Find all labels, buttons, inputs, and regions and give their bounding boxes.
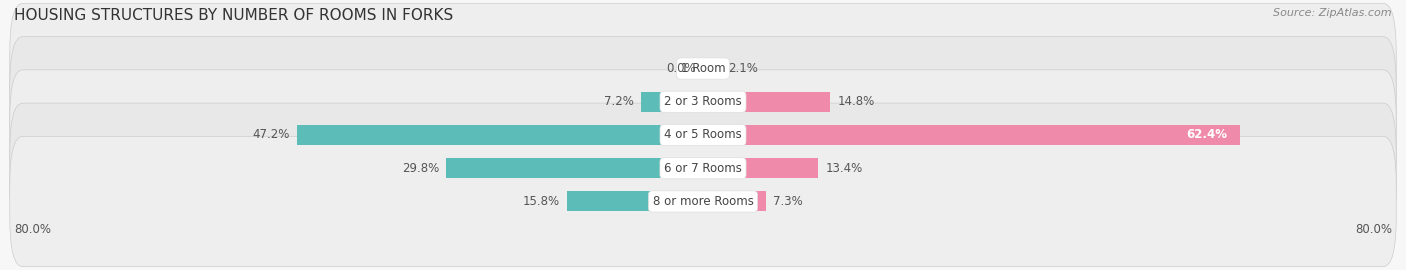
FancyBboxPatch shape	[10, 136, 1396, 266]
Text: 13.4%: 13.4%	[825, 162, 862, 175]
Text: Source: ZipAtlas.com: Source: ZipAtlas.com	[1274, 8, 1392, 18]
Text: 8 or more Rooms: 8 or more Rooms	[652, 195, 754, 208]
Bar	[446, 158, 703, 178]
Bar	[703, 191, 766, 211]
FancyBboxPatch shape	[10, 70, 1396, 200]
Text: 14.8%: 14.8%	[838, 95, 875, 108]
Text: 7.3%: 7.3%	[773, 195, 803, 208]
FancyBboxPatch shape	[10, 4, 1396, 134]
Text: 2.1%: 2.1%	[728, 62, 758, 75]
Text: 15.8%: 15.8%	[523, 195, 560, 208]
Bar	[703, 59, 721, 79]
Bar	[567, 191, 703, 211]
Bar	[703, 92, 831, 112]
Text: 62.4%: 62.4%	[1187, 129, 1227, 141]
Text: 6 or 7 Rooms: 6 or 7 Rooms	[664, 162, 742, 175]
Text: 7.2%: 7.2%	[605, 95, 634, 108]
Text: 0.0%: 0.0%	[666, 62, 696, 75]
Bar	[703, 125, 1240, 145]
Text: 80.0%: 80.0%	[1355, 223, 1392, 236]
Text: HOUSING STRUCTURES BY NUMBER OF ROOMS IN FORKS: HOUSING STRUCTURES BY NUMBER OF ROOMS IN…	[14, 8, 453, 23]
Text: 2 or 3 Rooms: 2 or 3 Rooms	[664, 95, 742, 108]
Bar	[297, 125, 703, 145]
FancyBboxPatch shape	[10, 103, 1396, 233]
Text: 29.8%: 29.8%	[402, 162, 440, 175]
Text: 80.0%: 80.0%	[14, 223, 51, 236]
Text: 4 or 5 Rooms: 4 or 5 Rooms	[664, 129, 742, 141]
Text: 47.2%: 47.2%	[252, 129, 290, 141]
Bar	[703, 158, 818, 178]
FancyBboxPatch shape	[10, 37, 1396, 167]
Bar	[641, 92, 703, 112]
Text: 1 Room: 1 Room	[681, 62, 725, 75]
